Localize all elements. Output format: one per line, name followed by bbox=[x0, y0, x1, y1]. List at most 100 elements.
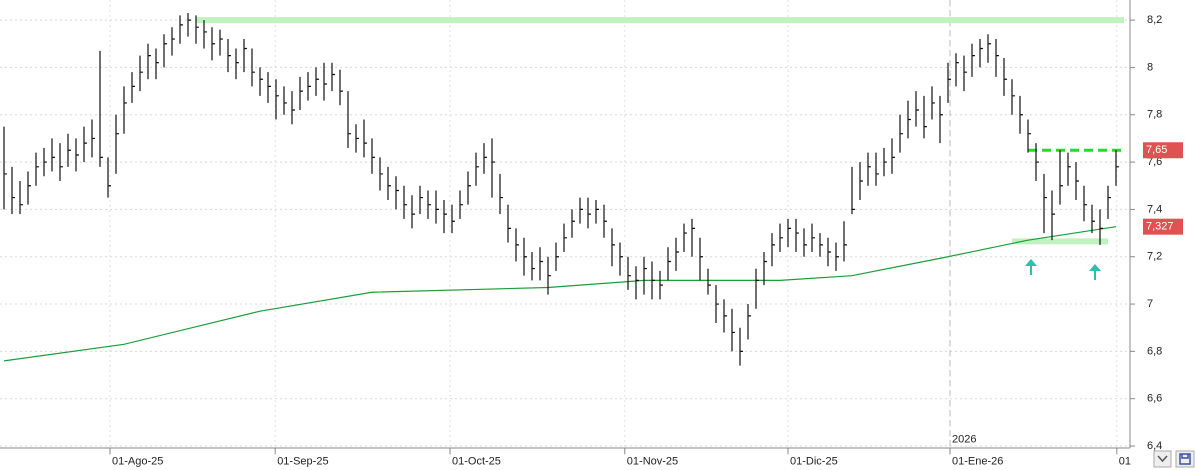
price-bar bbox=[1019, 95, 1023, 134]
price-bar bbox=[235, 48, 239, 80]
price-bar bbox=[563, 223, 567, 253]
price-bar bbox=[635, 266, 639, 300]
price-bar bbox=[11, 166, 15, 215]
price-bar bbox=[851, 166, 855, 215]
price-bar bbox=[803, 228, 807, 257]
price-bar bbox=[739, 327, 743, 366]
price-bar bbox=[1115, 150, 1119, 186]
price-bar bbox=[723, 299, 727, 333]
price-bar bbox=[1091, 204, 1095, 234]
price-bar bbox=[1011, 79, 1015, 115]
price-bar bbox=[843, 221, 847, 262]
price-tag-label: 7,327 bbox=[1146, 221, 1174, 233]
price-bar bbox=[859, 162, 863, 200]
price-bar bbox=[123, 86, 127, 134]
icon bbox=[1157, 455, 1168, 463]
arrow-up bbox=[1025, 259, 1037, 275]
x-tick-label: 01-Sep-25 bbox=[277, 455, 328, 467]
price-bar bbox=[675, 237, 679, 271]
price-bar bbox=[219, 29, 223, 56]
price-bar bbox=[579, 197, 583, 224]
price-bar bbox=[451, 204, 455, 234]
price-bar bbox=[907, 100, 911, 139]
price-bar bbox=[491, 138, 495, 198]
price-bar bbox=[339, 69, 343, 106]
price-bar bbox=[811, 223, 815, 253]
price-bar bbox=[875, 152, 879, 186]
price-bar bbox=[243, 39, 247, 73]
price-bar bbox=[835, 242, 839, 271]
price-bar bbox=[611, 228, 615, 267]
price-bar bbox=[307, 72, 311, 101]
price-bar bbox=[979, 39, 983, 68]
icon bbox=[1179, 453, 1191, 465]
price-bar bbox=[211, 27, 215, 61]
y-tick-label: 8 bbox=[1147, 61, 1153, 73]
price-bar bbox=[315, 67, 319, 96]
y-tick-label: 7,2 bbox=[1147, 251, 1162, 263]
price-bar bbox=[1035, 143, 1039, 182]
price-bar bbox=[171, 27, 175, 56]
price-tag bbox=[1143, 142, 1183, 159]
price-bar bbox=[1075, 162, 1079, 200]
price-bar bbox=[731, 308, 735, 352]
x-tick-label: 01-Dic-25 bbox=[790, 455, 838, 467]
price-bar bbox=[267, 72, 271, 103]
price-bar bbox=[787, 218, 791, 248]
price-bar bbox=[195, 15, 199, 44]
price-bar bbox=[595, 199, 599, 224]
price-bar bbox=[691, 218, 695, 257]
y-tick-label: 6,6 bbox=[1147, 393, 1162, 405]
price-bar bbox=[1051, 190, 1055, 241]
x-tick-label: 01-Nov-25 bbox=[627, 455, 678, 467]
price-bar bbox=[27, 171, 31, 205]
price-bar bbox=[443, 199, 447, 234]
x-tick-label: 01-Ago-25 bbox=[112, 455, 163, 467]
price-bar bbox=[995, 39, 999, 77]
price-bar bbox=[67, 133, 71, 167]
price-bar bbox=[667, 247, 671, 281]
price-bar bbox=[83, 126, 87, 163]
scroll-button[interactable] bbox=[1153, 450, 1172, 468]
y-tick-label: 7 bbox=[1147, 298, 1153, 310]
price-bar bbox=[363, 119, 367, 158]
price-bar bbox=[1059, 150, 1063, 205]
price-bar bbox=[147, 43, 151, 80]
price-bar bbox=[827, 237, 831, 267]
price-bar bbox=[699, 237, 703, 281]
price-bar bbox=[763, 252, 767, 286]
price-bar bbox=[251, 48, 255, 87]
price-bar bbox=[403, 185, 407, 219]
price-bar bbox=[411, 195, 415, 229]
price-bar bbox=[499, 173, 503, 215]
y-tick-label: 7,8 bbox=[1147, 109, 1162, 121]
price-bar bbox=[355, 124, 359, 153]
price-bar bbox=[3, 126, 7, 210]
price-bar bbox=[715, 285, 719, 323]
price-bar bbox=[475, 152, 479, 186]
x-tick-label: 01 bbox=[1119, 455, 1131, 467]
price-bar bbox=[659, 270, 663, 300]
price-bar bbox=[915, 91, 919, 127]
price-bar bbox=[395, 176, 399, 210]
price-bar bbox=[779, 223, 783, 253]
price-bar bbox=[971, 43, 975, 77]
price-bar bbox=[323, 62, 327, 101]
year-label: 2026 bbox=[952, 433, 976, 445]
price-bar bbox=[163, 34, 167, 68]
price-bar bbox=[531, 252, 535, 281]
price-bar bbox=[515, 228, 519, 262]
x-tick-label: 01-Ene-26 bbox=[952, 455, 1003, 467]
price-bar bbox=[347, 91, 351, 148]
price-bar bbox=[291, 91, 295, 125]
price-bar bbox=[539, 247, 543, 281]
price-bar bbox=[651, 261, 655, 300]
price-bar bbox=[883, 147, 887, 177]
price-bar bbox=[107, 157, 111, 198]
price-bar bbox=[371, 138, 375, 174]
price-bar bbox=[707, 268, 711, 295]
price-bar bbox=[131, 72, 135, 103]
price-bar bbox=[627, 256, 631, 290]
price-bar bbox=[467, 171, 471, 205]
